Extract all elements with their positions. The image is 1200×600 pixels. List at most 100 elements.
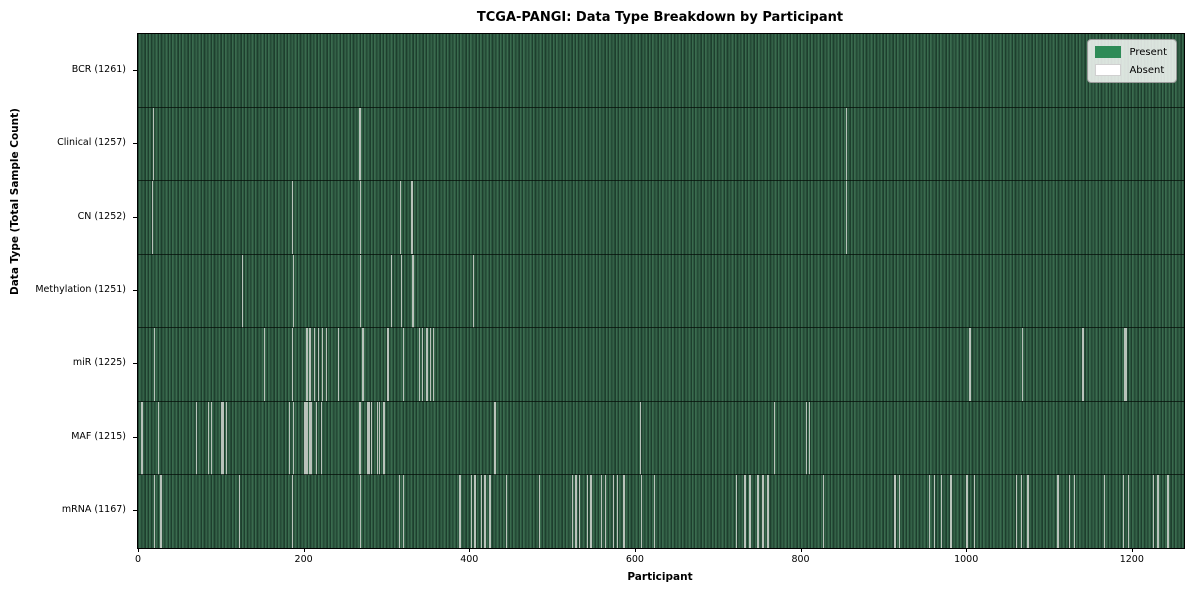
absent-line-Clinical — [359, 107, 361, 181]
row-boundary — [138, 474, 1184, 476]
absent-line-mRNA — [640, 475, 643, 548]
y-tick-mark — [133, 290, 137, 291]
absent-line-MAF — [316, 401, 318, 475]
absent-line-mRNA — [600, 475, 603, 548]
row-boundary — [138, 327, 1184, 329]
absent-line-miR — [1124, 328, 1126, 402]
absent-line-MAF — [157, 401, 160, 475]
absent-line-miR — [362, 328, 364, 402]
absent-line-MAF — [292, 401, 295, 475]
absent-line-MAF — [220, 401, 223, 475]
absent-line-miR — [1082, 328, 1084, 402]
absent-line-miR — [337, 328, 339, 402]
absent-line-MAF — [303, 401, 306, 475]
absent-line-MAF — [383, 401, 385, 475]
absent-line-mRNA — [605, 475, 607, 548]
absent-line-MAF — [305, 401, 307, 475]
absent-line-mRNA — [239, 475, 241, 548]
absent-line-mRNA — [973, 475, 976, 548]
absent-line-mRNA — [1127, 475, 1130, 548]
y-tick-mark — [133, 436, 137, 438]
absent-line-mRNA — [1103, 475, 1106, 548]
absent-line-mRNA — [1068, 475, 1071, 548]
absent-line-miR — [325, 328, 328, 402]
absent-line-mRNA — [403, 475, 405, 548]
absent-line-Methylation — [359, 254, 362, 328]
absent-line-Methylation — [472, 254, 474, 328]
absent-line-mRNA — [1057, 475, 1059, 548]
absent-line-miR — [292, 328, 294, 402]
absent-line-CN — [359, 181, 362, 255]
legend-entry-present: Present — [1095, 46, 1167, 58]
absent-line-MAF — [141, 401, 143, 475]
absent-line-MAF — [225, 401, 228, 475]
absent-line-mRNA — [1020, 475, 1023, 548]
absent-line-mRNA — [933, 475, 936, 548]
absent-line-mRNA — [757, 475, 759, 548]
absent-line-MAF — [210, 401, 213, 475]
absent-line-CN — [292, 181, 294, 255]
row-boundary — [138, 180, 1184, 182]
absent-line-mRNA — [928, 475, 931, 548]
x-tick-mark — [800, 548, 802, 552]
absent-line-mRNA — [735, 475, 738, 548]
absent-line-miR — [969, 328, 971, 402]
absent-line-mRNA — [571, 475, 574, 548]
absent-line-mRNA — [894, 475, 896, 548]
x-tick-label-0: 0 — [134, 554, 142, 565]
absent-line-mRNA — [1122, 475, 1125, 548]
x-tick-label-600: 600 — [625, 554, 644, 565]
y-tick-label-miR: miR (1225) — [72, 357, 126, 369]
absent-line-mRNA — [899, 475, 901, 548]
absent-line-miR — [153, 328, 156, 402]
chart-title: TCGA-PANGI: Data Type Breakdown by Parti… — [476, 10, 844, 25]
absent-line-mRNA — [744, 475, 746, 548]
absent-line-mRNA — [767, 475, 769, 548]
absent-line-CN — [846, 181, 848, 255]
x-tick-mark — [138, 548, 139, 552]
absent-line-mRNA — [762, 475, 764, 548]
absent-line-MAF — [639, 401, 642, 475]
absent-line-mRNA — [749, 475, 751, 548]
absent-line-Clinical — [152, 107, 155, 181]
absent-line-miR — [432, 328, 435, 402]
absent-line-Methylation — [400, 254, 402, 328]
absent-line-mRNA — [612, 475, 614, 548]
absent-line-CN — [399, 181, 402, 255]
absent-line-MAF — [306, 401, 309, 475]
plot-area: Present Absent — [137, 33, 1185, 549]
absent-line-miR — [309, 328, 311, 402]
absent-line-CN — [411, 181, 413, 255]
absent-line-mRNA — [1027, 475, 1029, 548]
absent-line-MAF — [288, 401, 291, 475]
row-boundary — [138, 253, 1184, 255]
legend-entry-absent: Absent — [1095, 64, 1167, 76]
x-tick-mark — [634, 548, 636, 552]
y-tick-label-mRNA: mRNA (1167) — [61, 504, 126, 516]
absent-line-MAF — [195, 401, 198, 475]
absent-line-mRNA — [398, 475, 401, 548]
absent-line-mRNA — [484, 475, 486, 548]
absent-line-MAF — [321, 401, 323, 475]
absent-line-mRNA — [1157, 475, 1159, 548]
y-tick-mark — [133, 143, 137, 145]
absent-line-CN — [152, 181, 154, 255]
absent-line-mRNA — [623, 475, 625, 548]
absent-line-mRNA — [538, 475, 541, 548]
absent-line-mRNA — [1073, 475, 1076, 548]
y-tick-label-MAF: MAF (1215) — [71, 430, 126, 442]
y-tick-label-Methylation: Methylation (1251) — [35, 284, 126, 295]
absent-line-MAF — [367, 401, 369, 475]
absent-line-mRNA — [1015, 475, 1018, 548]
absent-line-MAF — [222, 401, 224, 475]
absent-line-mRNA — [616, 475, 619, 548]
legend-absent-swatch — [1095, 64, 1122, 76]
absent-line-miR — [403, 328, 405, 402]
row-boundary — [138, 106, 1184, 108]
y-tick-label-BCR: BCR (1261) — [71, 63, 126, 75]
absent-line-miR — [263, 328, 266, 402]
absent-line-Methylation — [241, 254, 243, 328]
x-tick-label-1200: 1200 — [1119, 554, 1144, 565]
y-tick-mark — [133, 69, 137, 71]
absent-line-MAF — [379, 401, 381, 475]
